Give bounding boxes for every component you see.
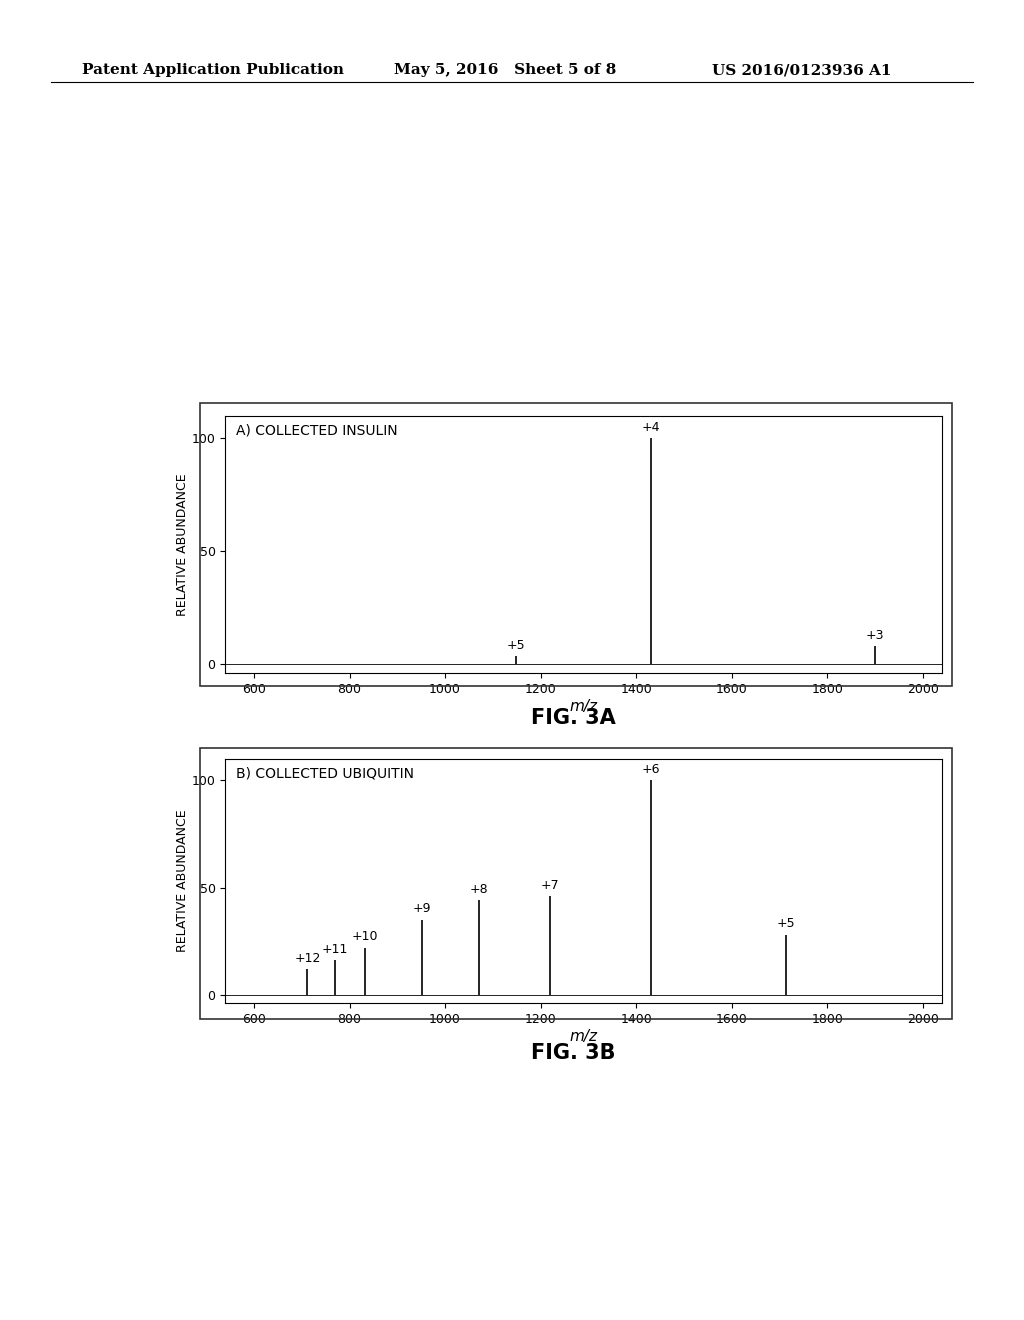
Text: +11: +11: [322, 942, 348, 956]
Y-axis label: RELATIVE ABUNDANCE: RELATIVE ABUNDANCE: [176, 473, 188, 616]
Text: US 2016/0123936 A1: US 2016/0123936 A1: [712, 63, 891, 78]
Text: +7: +7: [541, 879, 559, 892]
Text: May 5, 2016   Sheet 5 of 8: May 5, 2016 Sheet 5 of 8: [394, 63, 616, 78]
Text: +4: +4: [641, 421, 659, 434]
Text: +9: +9: [413, 903, 431, 915]
Text: B) COLLECTED UBIQUITIN: B) COLLECTED UBIQUITIN: [236, 767, 414, 780]
Text: +5: +5: [507, 639, 525, 652]
Text: FIG. 3B: FIG. 3B: [531, 1043, 615, 1063]
X-axis label: m/z: m/z: [569, 1028, 598, 1044]
Text: +6: +6: [641, 763, 659, 776]
Text: +10: +10: [352, 931, 379, 944]
Text: +12: +12: [294, 952, 321, 965]
Text: +3: +3: [866, 628, 885, 642]
Text: +5: +5: [777, 917, 796, 931]
Text: A) COLLECTED INSULIN: A) COLLECTED INSULIN: [236, 424, 397, 437]
Text: FIG. 3A: FIG. 3A: [531, 708, 615, 727]
Text: Patent Application Publication: Patent Application Publication: [82, 63, 344, 78]
Y-axis label: RELATIVE ABUNDANCE: RELATIVE ABUNDANCE: [176, 809, 188, 953]
X-axis label: m/z: m/z: [569, 698, 598, 714]
Text: +8: +8: [469, 883, 487, 896]
